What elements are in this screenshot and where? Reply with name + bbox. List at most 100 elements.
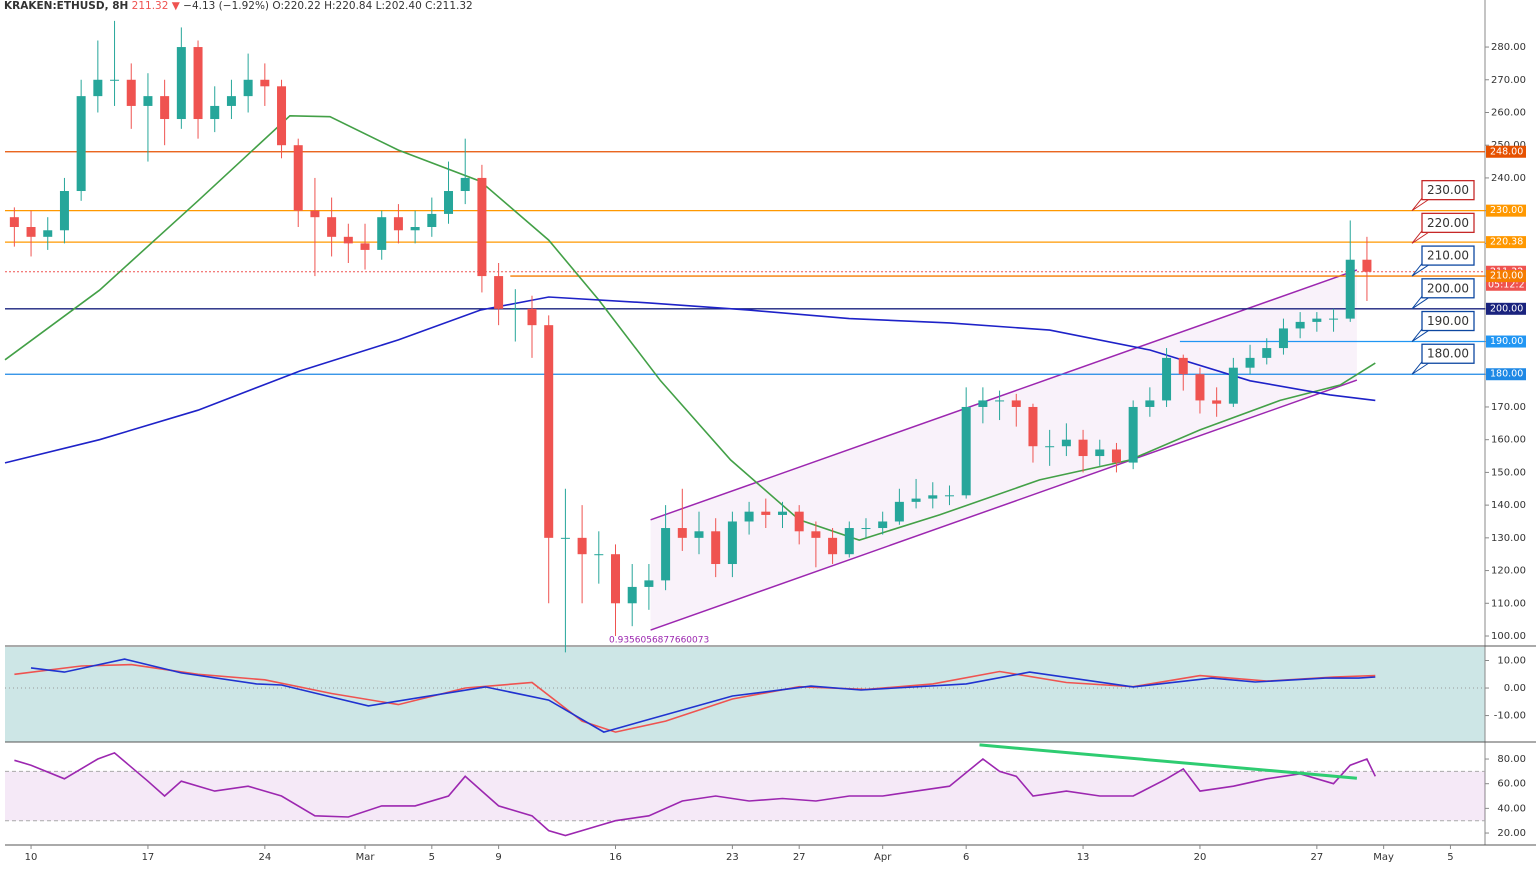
candle-body xyxy=(93,79,103,97)
y-tick-label: 120.00 xyxy=(1491,566,1526,577)
annotation: 0.9356056877660073 xyxy=(609,636,709,646)
candle-body xyxy=(293,145,303,211)
moving-average xyxy=(4,114,1376,541)
candle-body xyxy=(210,105,220,120)
y-tick-label: 110.00 xyxy=(1491,598,1526,609)
candle-body xyxy=(460,177,470,192)
candle-body xyxy=(811,531,821,538)
candle-body xyxy=(110,79,120,81)
candle-body xyxy=(611,554,621,604)
callout-label: 180.00 xyxy=(1427,347,1469,361)
candle-body xyxy=(126,79,136,106)
candle-body xyxy=(494,276,504,309)
callout-label: 230.00 xyxy=(1427,183,1469,197)
change: −4.13 (−1.92%) xyxy=(183,0,269,12)
candle-body xyxy=(627,586,637,604)
candle-body xyxy=(260,79,270,87)
candle-body xyxy=(193,47,203,120)
x-tick-label: 24 xyxy=(258,852,271,863)
candle-body xyxy=(1095,449,1105,457)
y-tick-label: 140.00 xyxy=(1491,500,1526,511)
callout-box xyxy=(1421,179,1475,201)
candle-body xyxy=(76,96,86,192)
candle-body xyxy=(427,213,437,228)
callout-label: 220.00 xyxy=(1427,216,1469,230)
candle-body xyxy=(961,406,971,496)
symbol: KRAKEN:ETHUSD, 8H xyxy=(4,0,128,12)
y-tick-label: 80.00 xyxy=(1497,754,1526,765)
candle-body xyxy=(327,217,337,237)
candle-body xyxy=(1278,328,1288,349)
candle-body xyxy=(1295,321,1305,329)
candle-body xyxy=(744,511,754,522)
moving-average xyxy=(4,296,1376,464)
change-arrow: ▼ xyxy=(172,0,181,12)
callout-box xyxy=(1421,343,1475,364)
candle-body xyxy=(727,521,737,565)
candle-body xyxy=(310,210,320,218)
candle-body xyxy=(226,96,236,106)
x-tick-label: 27 xyxy=(1310,852,1323,863)
candle-body xyxy=(677,528,687,538)
price-tag xyxy=(1486,204,1526,217)
y-tick-label: 130.00 xyxy=(1491,533,1526,544)
y-tick-label: 260.00 xyxy=(1491,107,1526,118)
price-tag-label: 180.00 xyxy=(1490,369,1523,380)
y-tick-label: 240.00 xyxy=(1491,173,1526,184)
candle-body xyxy=(560,537,570,539)
price-tag xyxy=(1486,335,1526,348)
candle-body xyxy=(828,537,838,555)
candle-body xyxy=(1329,318,1339,320)
indicator-line xyxy=(30,658,1376,733)
y-tick-label: 170.00 xyxy=(1491,402,1526,413)
x-tick-label: 16 xyxy=(609,852,622,863)
candle-body xyxy=(1245,357,1255,368)
callout-box xyxy=(1421,278,1475,299)
price-tag xyxy=(1486,145,1526,158)
candle-body xyxy=(878,521,888,529)
callout-box xyxy=(1421,310,1475,332)
candle-body xyxy=(9,217,19,228)
x-tick-label: 10 xyxy=(25,852,38,863)
x-tick-label: Apr xyxy=(874,852,892,863)
price-tag-label: 220.38 xyxy=(1490,237,1523,248)
candle-body xyxy=(1128,406,1138,463)
candle-body xyxy=(577,537,587,555)
x-tick-label: 27 xyxy=(793,852,806,863)
candle-body xyxy=(59,191,69,231)
ohlc-low: L:202.40 xyxy=(376,0,422,12)
candle-body xyxy=(510,308,520,310)
candle-body xyxy=(1078,439,1088,457)
channel-lower xyxy=(650,379,1358,631)
candle-body xyxy=(794,511,804,532)
candle-body xyxy=(360,243,370,250)
candle-body xyxy=(377,217,387,250)
x-tick-label: May xyxy=(1373,852,1394,863)
price-tag-label: 190.00 xyxy=(1490,336,1523,347)
callout-label: 200.00 xyxy=(1427,281,1469,295)
x-tick-label: 20 xyxy=(1194,852,1207,863)
x-tick-label: Mar xyxy=(356,852,376,863)
y-tick-label: 270.00 xyxy=(1491,75,1526,86)
callout-box xyxy=(1421,212,1475,234)
price-tag-label: 210.00 xyxy=(1490,271,1523,282)
candle-body xyxy=(844,528,854,555)
ohlc-close: C:211.32 xyxy=(425,0,473,12)
y-tick-label: 160.00 xyxy=(1491,435,1526,446)
indicator-line xyxy=(979,743,1358,780)
candle-body xyxy=(26,227,36,237)
ohlc-high: H:220.84 xyxy=(324,0,372,12)
y-tick-label: 60.00 xyxy=(1497,779,1526,790)
candle-body xyxy=(928,495,938,499)
price-tag xyxy=(1486,236,1526,249)
candle-body xyxy=(160,96,170,120)
candle-body xyxy=(1111,449,1121,463)
candle-body xyxy=(43,230,53,237)
x-tick-label: 13 xyxy=(1077,852,1090,863)
y-tick-label: 20.00 xyxy=(1497,828,1526,839)
candle-body xyxy=(1195,374,1205,401)
x-tick-label: 6 xyxy=(963,852,969,863)
candle-body xyxy=(1061,439,1071,447)
candle-body xyxy=(1312,318,1322,322)
